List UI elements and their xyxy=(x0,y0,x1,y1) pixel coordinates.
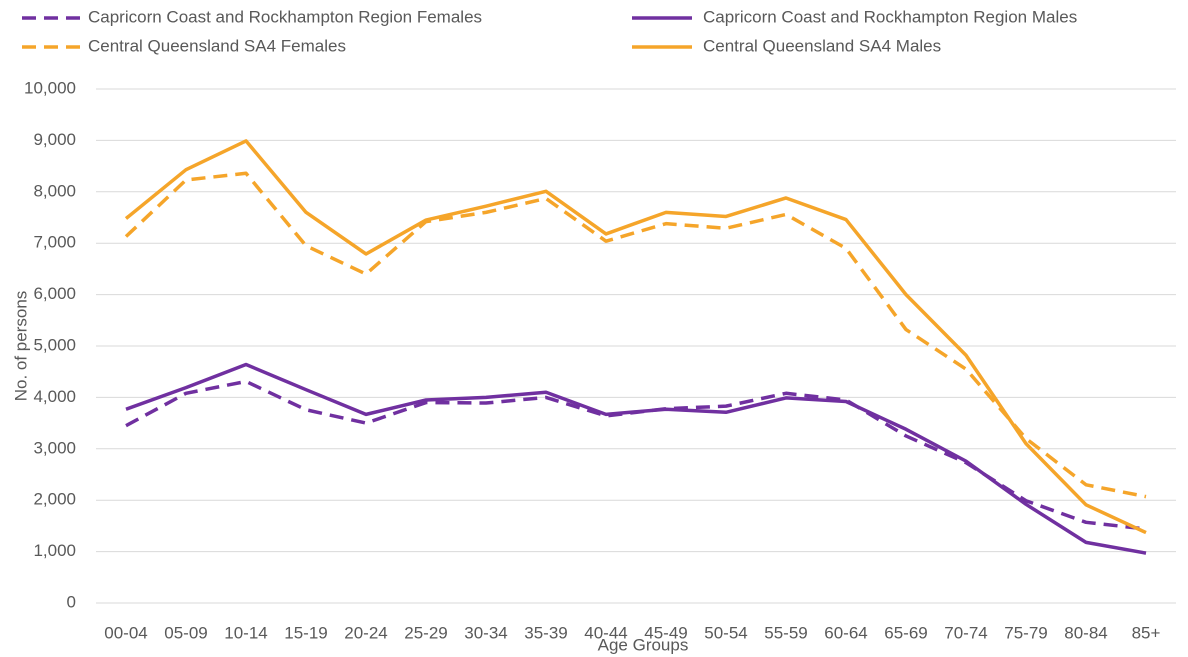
line-series xyxy=(125,379,1147,531)
y-tick-label: 6,000 xyxy=(33,284,76,303)
line-series xyxy=(125,362,1147,555)
x-tick-label: 30-34 xyxy=(464,623,507,642)
x-tick-label: 00-04 xyxy=(104,623,147,642)
y-tick-label: 4,000 xyxy=(33,387,76,406)
x-tick-label: 55-59 xyxy=(764,623,807,642)
x-tick-label: 40-44 xyxy=(584,623,627,642)
x-tick-label: 85+ xyxy=(1132,623,1161,642)
y-tick-label: 2,000 xyxy=(33,490,76,509)
x-tick-label: 25-29 xyxy=(404,623,447,642)
x-tick-label: 35-39 xyxy=(524,623,567,642)
x-tick-label: 10-14 xyxy=(224,623,267,642)
x-tick-label: 80-84 xyxy=(1064,623,1107,642)
line-series xyxy=(124,171,1147,499)
y-tick-label: 10,000 xyxy=(24,78,76,97)
legend-label: Capricorn Coast and Rockhampton Region M… xyxy=(703,7,1077,26)
y-tick-label: 3,000 xyxy=(33,438,76,457)
x-tick-label: 75-79 xyxy=(1004,623,1047,642)
x-axis-title: Age Groups xyxy=(598,635,689,654)
legend-label: Central Queensland SA4 Females xyxy=(88,36,346,55)
x-tick-label: 50-54 xyxy=(704,623,747,642)
legend-label: Central Queensland SA4 Males xyxy=(703,36,941,55)
x-tick-label: 45-49 xyxy=(644,623,687,642)
y-tick-label: 7,000 xyxy=(33,233,76,252)
x-tick-label: 65-69 xyxy=(884,623,927,642)
y-tick-label: 5,000 xyxy=(33,335,76,354)
x-tick-label: 05-09 xyxy=(164,623,207,642)
y-tick-label: 9,000 xyxy=(33,130,76,149)
y-axis-title: No. of persons xyxy=(11,291,30,402)
line-series xyxy=(124,139,1147,535)
y-tick-label: 8,000 xyxy=(33,181,76,200)
legend-label: Capricorn Coast and Rockhampton Region F… xyxy=(88,7,482,26)
x-tick-label: 70-74 xyxy=(944,623,987,642)
y-tick-label: 1,000 xyxy=(33,541,76,560)
x-tick-label: 60-64 xyxy=(824,623,867,642)
x-tick-label: 15-19 xyxy=(284,623,327,642)
y-tick-label: 0 xyxy=(67,592,76,611)
x-tick-label: 20-24 xyxy=(344,623,387,642)
